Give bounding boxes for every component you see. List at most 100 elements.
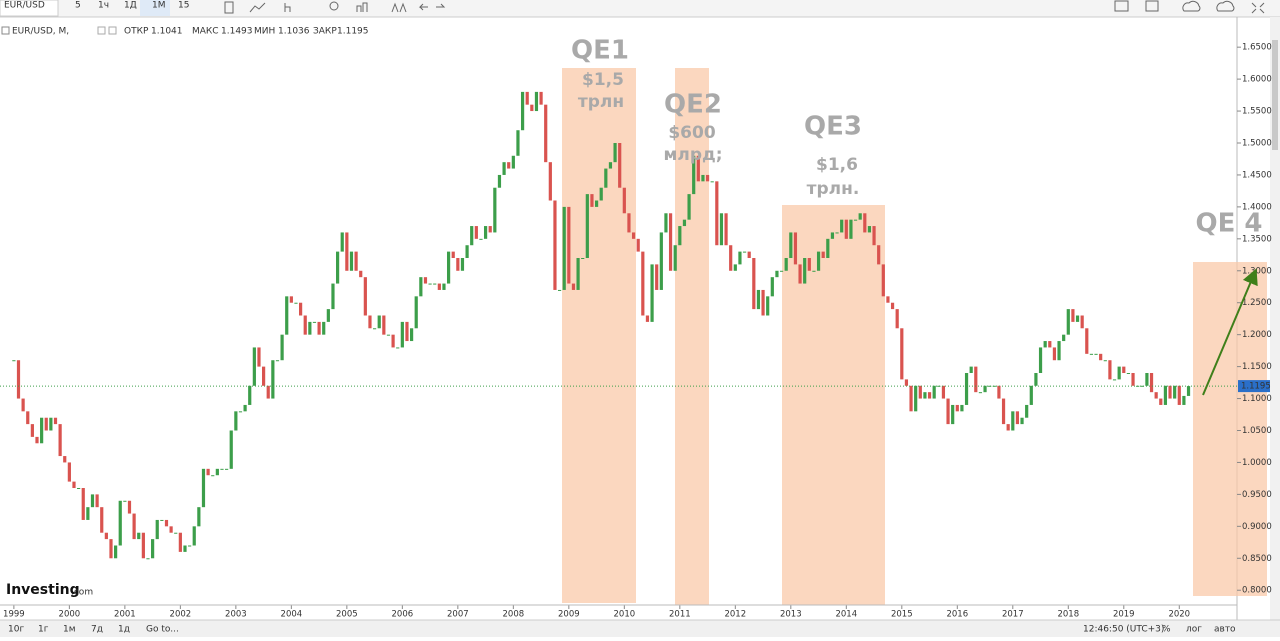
candle-body [1006, 424, 1010, 431]
icon[interactable] [418, 3, 446, 11]
y-tick-label: 1.5000 [1242, 139, 1272, 149]
icon[interactable] [224, 1, 234, 14]
symbol-box[interactable] [0, 0, 59, 17]
range-button[interactable]: 7д [91, 625, 103, 635]
candle-body [201, 468, 206, 508]
candle-body [363, 277, 367, 316]
candle-body [169, 526, 173, 533]
icon[interactable] [356, 2, 368, 12]
y-tick-label: 1.0000 [1242, 458, 1272, 468]
candle-body [1168, 385, 1172, 399]
candle-body [141, 532, 145, 559]
candle-body [534, 91, 539, 112]
interval[interactable]: 5 [75, 1, 81, 11]
annotation: $600 [668, 123, 715, 143]
scale-option[interactable]: % [1162, 625, 1171, 635]
icon[interactable] [1251, 2, 1265, 14]
icon[interactable] [284, 3, 291, 12]
y-tick-label: 1.2000 [1242, 330, 1272, 340]
candle-body [904, 379, 909, 386]
annotation: $1,5 [582, 70, 624, 90]
interval[interactable]: 1М [152, 1, 166, 11]
candle-body [1080, 315, 1084, 329]
symbol[interactable]: EUR/USD [4, 1, 45, 11]
candle-body [840, 219, 844, 233]
candle-body [229, 430, 233, 469]
range-button[interactable]: 10г [8, 625, 24, 635]
goto[interactable]: Go to... [146, 625, 179, 635]
qe-zone [1193, 262, 1267, 596]
icon[interactable] [329, 1, 339, 11]
candle-body [67, 462, 71, 482]
annotation: млрд; [663, 145, 722, 165]
candle-body [460, 258, 465, 271]
candle-body [35, 436, 39, 444]
range-button[interactable]: 1д [118, 625, 130, 635]
candle-body [844, 219, 848, 239]
candle-body [433, 283, 437, 285]
candle-body [400, 321, 404, 348]
candle-body [715, 181, 719, 246]
icon[interactable] [1114, 0, 1129, 12]
x-tick-label: 2019 [1113, 610, 1135, 620]
icon[interactable] [1182, 0, 1201, 12]
candle-body [285, 296, 289, 335]
candle-body [146, 558, 150, 560]
candle-body [937, 385, 941, 387]
candle-body [391, 334, 395, 348]
interval[interactable]: 1ч [98, 1, 109, 11]
x-tick-label: 2016 [946, 610, 968, 620]
candle-body [1062, 334, 1066, 342]
candle-body [747, 251, 751, 258]
icon[interactable] [249, 2, 266, 13]
scroll-thumb[interactable] [1272, 40, 1278, 150]
candle-body [1066, 309, 1070, 335]
candle-body [243, 404, 247, 412]
candle-body [507, 162, 511, 169]
scale-option[interactable]: лог [1186, 625, 1202, 635]
candle-body [895, 309, 899, 329]
scale-option[interactable]: авто [1214, 625, 1236, 635]
candle-body [742, 251, 747, 253]
interval[interactable]: 1Д [124, 1, 137, 11]
candle-body [188, 545, 192, 547]
y-tick-label: 1.3500 [1242, 234, 1272, 244]
candle-body [886, 296, 890, 303]
candle-body [738, 251, 742, 265]
interval[interactable]: 15 [178, 1, 189, 11]
candle-body [539, 91, 543, 105]
candle-body [941, 385, 946, 399]
candle-body [548, 162, 552, 201]
icon[interactable] [1216, 0, 1235, 12]
range-button[interactable]: 1г [38, 625, 49, 635]
candle-body [100, 507, 104, 533]
range-button[interactable]: 1м [63, 625, 76, 635]
candle-body [192, 526, 196, 546]
y-tick-label: 0.9500 [1242, 490, 1272, 500]
icon[interactable] [391, 2, 407, 13]
y-tick-label: 1.4500 [1242, 170, 1272, 180]
x-tick-label: 2009 [558, 610, 580, 620]
annotation: QE2 [664, 90, 722, 120]
candle-body [488, 226, 492, 233]
candle-body [733, 264, 737, 271]
scrollbar[interactable] [1270, 17, 1280, 620]
candle-body [220, 468, 224, 470]
candle-body [881, 264, 885, 297]
x-tick-label: 2004 [281, 610, 303, 620]
candle-body [262, 366, 266, 386]
candle-body [16, 360, 21, 399]
candle-body [1186, 386, 1191, 396]
candle-body [960, 404, 964, 412]
candle-body [812, 270, 816, 272]
icon[interactable] [1145, 0, 1159, 12]
candle-body [1177, 385, 1181, 405]
candle-body [816, 251, 821, 271]
forecast-arrow [1202, 268, 1258, 396]
candle-body [428, 283, 432, 285]
candle-body [151, 539, 155, 559]
legend-label: МАКС [192, 27, 219, 37]
candle-body [678, 226, 682, 246]
candle-body [30, 424, 34, 437]
y-tick-label: 0.8000 [1242, 586, 1272, 596]
